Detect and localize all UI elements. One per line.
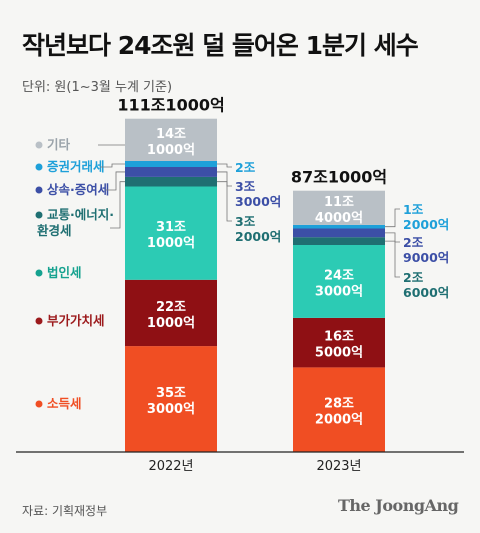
value-label: 3000억 — [147, 402, 195, 417]
callout-line — [217, 181, 232, 222]
legend-label: 교통·에너지· 환경세교통·에너지·환경세 — [37, 207, 114, 238]
legend-dot — [35, 211, 43, 219]
chart-title: 작년보다 24조원 덜 들어온 1분기 세수 — [22, 31, 419, 60]
bar-segment-0-2 — [125, 186, 217, 280]
side-value-label: 2조 — [403, 270, 424, 285]
callout-line — [385, 208, 400, 228]
legend-label: 소득세 — [47, 396, 82, 411]
legend-label: 법인세 — [47, 265, 82, 280]
bar-segment-1-3 — [293, 237, 385, 245]
bar-segment-0-6 — [125, 118, 217, 161]
category-label: 2023년 — [316, 459, 361, 474]
bar-segment-1-6 — [293, 190, 385, 225]
value-label: 1000억 — [147, 236, 195, 251]
value-label: 2000억 — [315, 413, 363, 428]
side-value-label: 2조 — [235, 160, 256, 175]
value-label: 4000억 — [315, 211, 363, 226]
legend-dot — [35, 269, 43, 277]
value-label: 28조 — [324, 397, 354, 412]
side-value-label: 2000억 — [235, 229, 281, 244]
category-label: 2022년 — [148, 459, 193, 474]
bar-segment-1-0 — [293, 367, 385, 452]
total-label: 111조1000억 — [117, 96, 224, 115]
side-value-label: 2조 — [403, 235, 424, 250]
value-label: 5000억 — [315, 346, 363, 361]
value-label: 11조 — [324, 195, 354, 210]
bar-segment-1-5 — [293, 224, 385, 229]
connector-line — [106, 171, 125, 191]
value-label: 35조 — [156, 386, 186, 401]
value-label: 3000억 — [315, 284, 363, 299]
bar-segment-1-2 — [293, 245, 385, 318]
connector-line — [100, 163, 125, 168]
side-value-label: 6000억 — [403, 285, 449, 300]
bar-segment-0-0 — [125, 346, 217, 452]
bar-segment-1-4 — [293, 228, 385, 238]
total-label: 87조1000억 — [291, 168, 387, 187]
legend-label: 증권거래세 — [47, 159, 105, 174]
bar-segment-0-3 — [125, 176, 217, 187]
value-label: 22조 — [156, 300, 186, 315]
side-value-label: 9000억 — [403, 250, 449, 265]
side-value-label: 3000억 — [235, 194, 281, 209]
callout-line — [385, 232, 400, 243]
bar-segment-0-5 — [125, 161, 217, 167]
bar-segment-0-4 — [125, 167, 217, 177]
legend-label: 기타 — [47, 137, 71, 152]
legend-dot — [35, 163, 43, 171]
value-label: 1000억 — [147, 143, 195, 158]
brand-logo: The JoongAng — [338, 496, 459, 515]
callout-line — [385, 240, 400, 278]
unit-note: 단위: 원(1~3월 누계 기준) — [22, 80, 173, 95]
value-label: 24조 — [324, 268, 354, 283]
value-label: 14조 — [156, 127, 186, 142]
bar-segment-1-1 — [293, 317, 385, 368]
value-label: 31조 — [156, 220, 186, 235]
callout-line — [217, 171, 232, 187]
value-label: 1000억 — [147, 316, 195, 331]
legend-label: 부가가치세 — [47, 313, 105, 328]
side-value-label: 1조 — [403, 202, 424, 217]
legend-dot — [35, 186, 43, 194]
value-label: 16조 — [324, 330, 354, 345]
source-note: 자료: 기획재정부 — [22, 504, 108, 518]
bar-segment-0-1 — [125, 279, 217, 347]
legend-dot — [35, 400, 43, 408]
side-value-label: 2000억 — [403, 217, 449, 232]
side-value-label: 3조 — [235, 179, 256, 194]
side-value-label: 3조 — [235, 214, 256, 229]
connector-line — [110, 181, 125, 229]
legend-dot — [35, 317, 43, 325]
callout-line — [217, 163, 232, 168]
legend-dot — [35, 141, 43, 149]
legend-label: 상속·증여세 — [47, 182, 109, 197]
